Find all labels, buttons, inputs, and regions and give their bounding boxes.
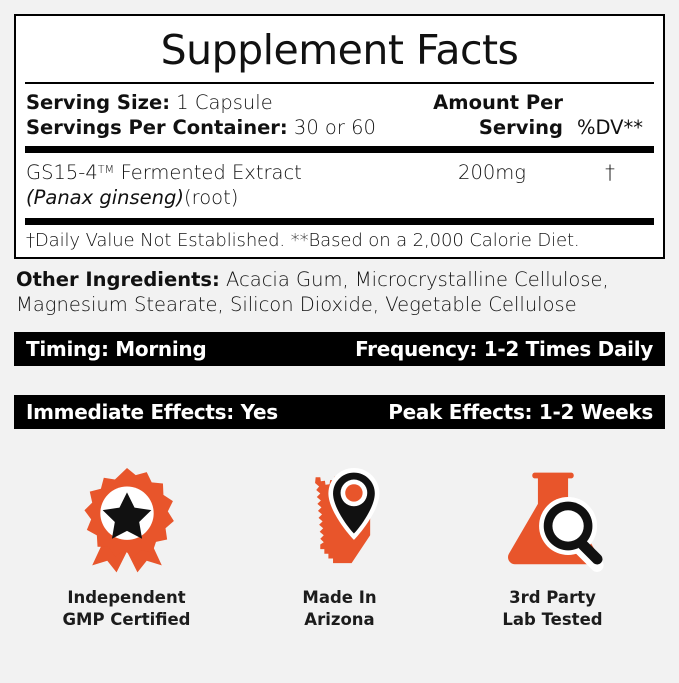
badge-made-in-arizona: Made In Arizona [233,459,446,631]
peak-effects-text: Peak Effects: 1-2 Weeks [388,400,653,425]
badge-caption-line1: Independent [67,588,186,608]
title-divider [25,82,654,84]
effects-banner: Immediate Effects: Yes Peak Effects: 1-2… [14,395,665,430]
frequency-text: Frequency: 1-2 Times Daily [355,337,653,362]
ingredient-name-line1: GS15-4TM Fermented Extract [26,160,417,185]
badge-lab-tested: 3rd Party Lab Tested [446,459,659,631]
amount-per-serving-header: Amount Per Serving [417,90,567,141]
flask-magnifier-icon [495,459,611,579]
header-bottom-rule [25,145,654,153]
servings-per-container-value: 30 or 60 [293,116,376,140]
ingredient-name: GS15-4TM Fermented Extract (Panax ginsen… [26,160,417,211]
servings-per-container-line: Servings Per Container: 30 or 60 [26,115,417,140]
serving-header: Serving Size: 1 Capsule Servings Per Con… [16,84,663,146]
supplement-facts-panel: Supplement Facts Serving Size: 1 Capsule… [14,14,665,260]
badge-caption: Made In Arizona [302,587,376,631]
badge-gmp-certified: Independent GMP Certified [20,459,233,631]
ingredient-dv: † [605,160,615,184]
serving-size-line: Serving Size: 1 Capsule [26,90,417,115]
other-ingredients-label: Other Ingredients: [16,268,220,292]
serving-size-value: 1 Capsule [176,91,273,114]
award-rosette-icon [69,459,185,579]
immediate-effects-text: Immediate Effects: Yes [26,400,278,425]
badge-caption-line2: Lab Tested [502,610,603,630]
ingredient-botanical: (Panax ginseng) [26,186,185,210]
serving-info: Serving Size: 1 Capsule Servings Per Con… [26,90,417,141]
other-ingredients: Other Ingredients: Acacia Gum, Microcrys… [14,268,665,318]
badge-caption-line2: Arizona [304,610,375,630]
ingredient-name-rest: Fermented Extract [114,160,302,184]
supplement-label-page: Supplement Facts Serving Size: 1 Capsule… [0,14,679,683]
trust-badges: Independent GMP Certified Made In Arizon… [14,459,665,631]
dv-header: %DV** [576,116,644,140]
row-bottom-rule [25,218,654,226]
ingredient-brand: GS15-4 [26,160,98,184]
footnote: †Daily Value Not Established. **Based on… [26,230,580,252]
timing-frequency-banner: Timing: Morning Frequency: 1-2 Times Dai… [14,332,665,367]
ingredient-amount: 200mg [458,160,526,184]
badge-caption-line1: 3rd Party [509,588,596,608]
other-ingredients-value: Acacia Gum, Microcrystalline Cellulose, … [16,268,609,317]
arizona-map-pin-icon [282,459,398,579]
ingredient-name-line2: (Panax ginseng)(root) [26,185,417,210]
badge-caption-line2: GMP Certified [62,610,191,630]
badge-caption: Independent GMP Certified [62,587,190,631]
table-row: GS15-4TM Fermented Extract (Panax ginsen… [16,153,663,219]
badge-caption: 3rd Party Lab Tested [502,587,602,631]
amount-per-serving-line2: Serving [478,116,563,140]
amount-per-serving-line1: Amount Per [433,91,563,114]
ingredient-part: (root) [184,186,239,210]
servings-per-container-label: Servings Per Container: [26,116,288,140]
timing-text: Timing: Morning [26,337,207,362]
badge-caption-line1: Made In [302,588,377,608]
page-title: Supplement Facts [160,26,519,74]
serving-size-label: Serving Size: [26,91,171,114]
trademark-icon: TM [97,162,115,176]
